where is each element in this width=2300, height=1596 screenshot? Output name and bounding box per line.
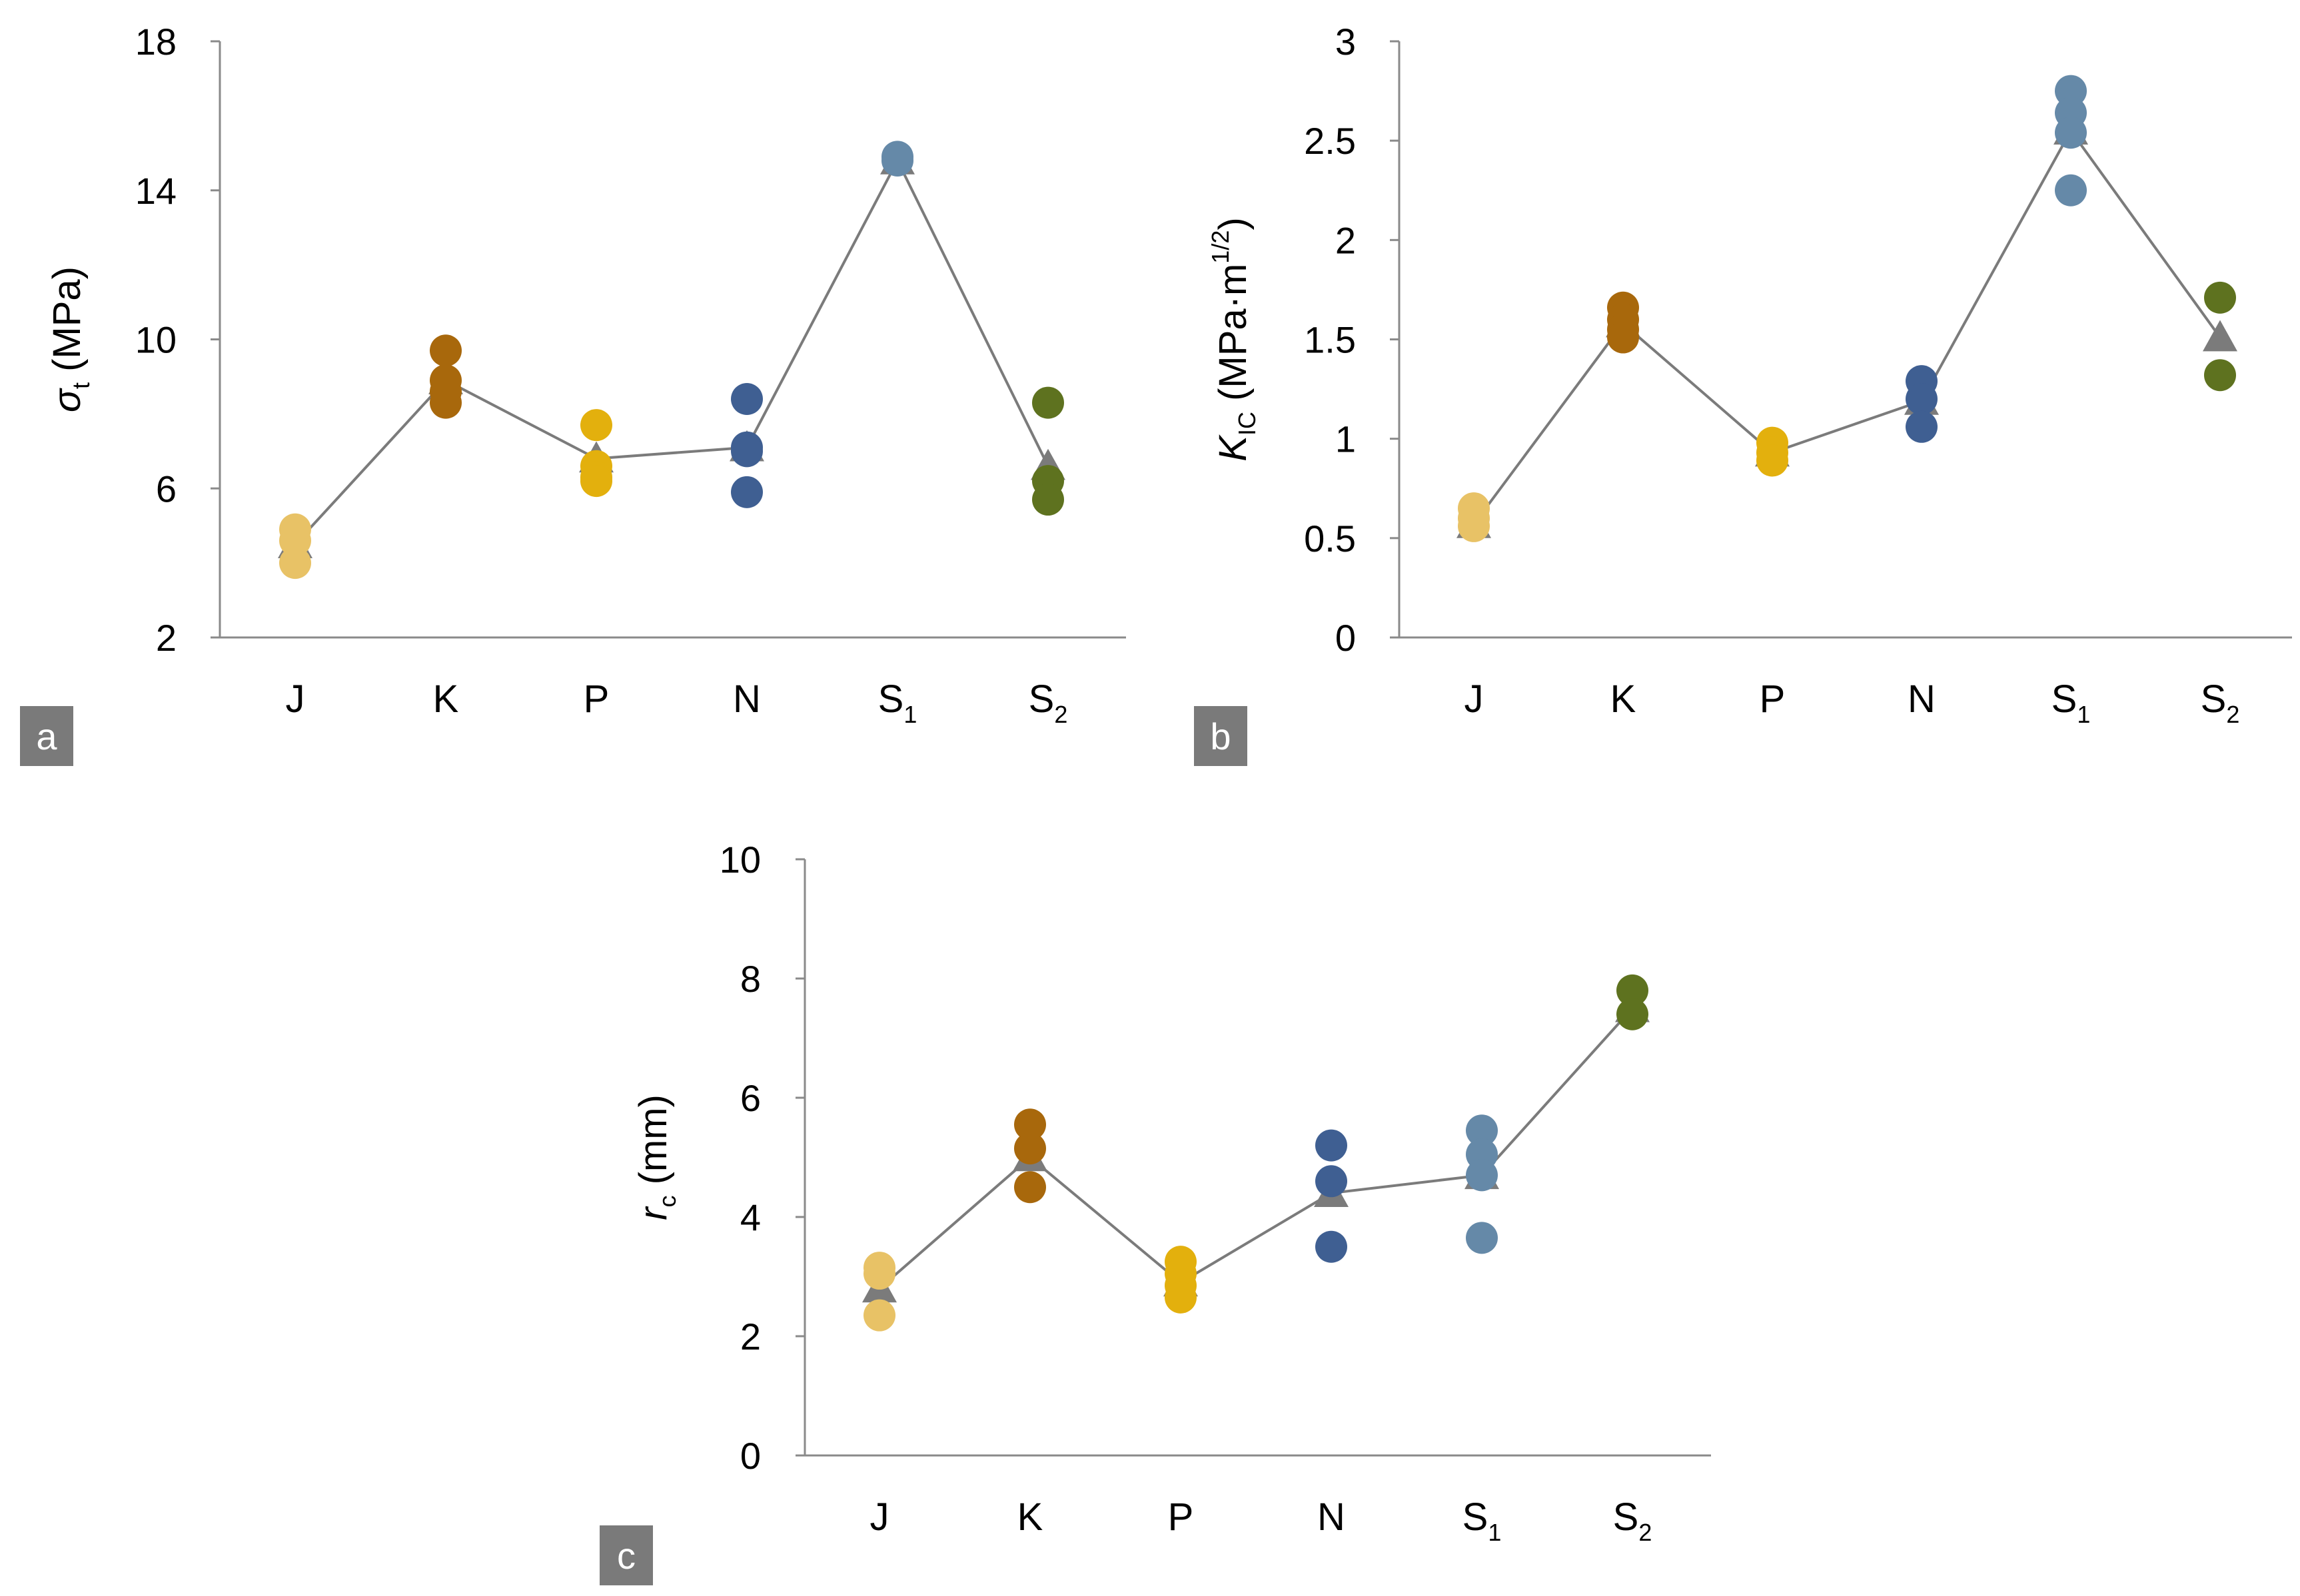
data-point (1315, 1129, 1347, 1162)
data-point (1607, 321, 1639, 354)
y-tick-label: 0 (1335, 617, 1356, 659)
y-tick-label: 6 (156, 468, 177, 510)
data-point (580, 409, 612, 442)
y-tick-label: 0 (740, 1435, 761, 1477)
data-point (731, 476, 763, 508)
x-tick-label: P (584, 677, 610, 721)
y-tick-label: 1.5 (1304, 319, 1356, 361)
y-tick-label: 2 (1335, 219, 1356, 261)
mean-marker (2203, 320, 2237, 352)
data-point (1458, 510, 1490, 542)
panel-label-box (600, 1525, 653, 1585)
panel-label-box (20, 706, 73, 766)
data-point (1032, 386, 1064, 419)
data-point (1466, 1222, 1498, 1254)
data-point (1165, 1281, 1197, 1314)
mean-line (294, 157, 1049, 546)
data-point (881, 145, 913, 177)
data-point (1014, 1171, 1046, 1204)
data-point (1616, 974, 1648, 1006)
data-point (430, 334, 462, 367)
y-tick-label: 6 (740, 1077, 761, 1119)
x-tick-label: K (1610, 677, 1636, 721)
data-point (279, 547, 311, 580)
x-tick-label: N (1317, 1495, 1345, 1539)
data-point (430, 386, 462, 419)
data-point (2055, 75, 2087, 107)
x-tick-label: N (733, 677, 761, 721)
data-point (1906, 383, 1938, 415)
data-point (1466, 1159, 1498, 1192)
data-point (1315, 1230, 1347, 1263)
x-tick-label: S1 (2051, 677, 2091, 728)
data-point (1616, 998, 1648, 1030)
data-point (1014, 1108, 1046, 1141)
x-tick-label: S1 (1462, 1495, 1502, 1546)
x-tick-label: P (1760, 677, 1786, 721)
x-tick-label: S2 (1029, 677, 1068, 728)
chart-panel-a: 2 6 10 14 18 σt (MPa) J K P N S1 S2 a (20, 21, 1126, 766)
x-tick-label: K (1017, 1495, 1043, 1539)
y-tick-label: 8 (740, 958, 761, 1000)
x-tick-label: J (286, 677, 305, 721)
data-point (731, 383, 763, 415)
data-point (279, 524, 311, 557)
chart-panel-b: 0 0.5 1 1.5 2 2.5 3 KIC (MPa·m1/2) J K P N S1 S2 b (1194, 21, 2292, 766)
x-tick-label: S1 (878, 677, 917, 728)
data-point (2055, 117, 2087, 149)
y-axis-label: σt (MPa) (45, 266, 95, 412)
panel-label: c (617, 1535, 636, 1577)
data-point (1014, 1132, 1046, 1165)
mean-line (878, 1007, 1634, 1290)
x-tick-label: J (1464, 677, 1484, 721)
data-point (1466, 1114, 1498, 1147)
y-axis-label: KIC (MPa·m1/2) (1207, 217, 1261, 461)
y-tick-label: 2 (740, 1316, 761, 1358)
panel-label: a (36, 715, 57, 757)
data-point (863, 1299, 895, 1332)
y-axis-label: rc (mm) (632, 1094, 681, 1220)
data-point (1032, 484, 1064, 516)
data-point (580, 465, 612, 498)
data-point (1756, 444, 1788, 477)
x-tick-label: S2 (2201, 677, 2240, 728)
x-tick-label: S2 (1613, 1495, 1652, 1546)
panel-label: b (1210, 715, 1231, 757)
data-point (863, 1258, 895, 1290)
chart-panel-c: 0 2 4 6 8 10 rc (mm) J K P N S1 S2 c (600, 839, 1711, 1585)
x-tick-label: P (1168, 1495, 1194, 1539)
mean-line (1472, 128, 2221, 526)
y-tick-label: 2 (156, 617, 177, 659)
y-tick-label: 3 (1335, 21, 1356, 63)
x-tick-label: J (870, 1495, 889, 1539)
data-point (731, 435, 763, 468)
y-tick-label: 18 (135, 21, 177, 63)
y-tick-label: 2.5 (1304, 120, 1356, 162)
data-point (1315, 1165, 1347, 1198)
x-tick-label: K (433, 677, 459, 721)
panel-label-box (1194, 706, 1247, 766)
y-tick-label: 14 (135, 170, 177, 212)
y-tick-label: 1 (1335, 418, 1356, 460)
data-point (2204, 281, 2236, 314)
y-tick-label: 0.5 (1304, 518, 1356, 560)
x-tick-label: N (1908, 677, 1936, 721)
y-tick-label: 10 (135, 319, 177, 361)
y-tick-label: 4 (740, 1196, 761, 1238)
data-point (2204, 359, 2236, 392)
y-tick-label: 10 (720, 839, 761, 881)
data-point (1906, 410, 1938, 443)
data-point (2055, 174, 2087, 206)
